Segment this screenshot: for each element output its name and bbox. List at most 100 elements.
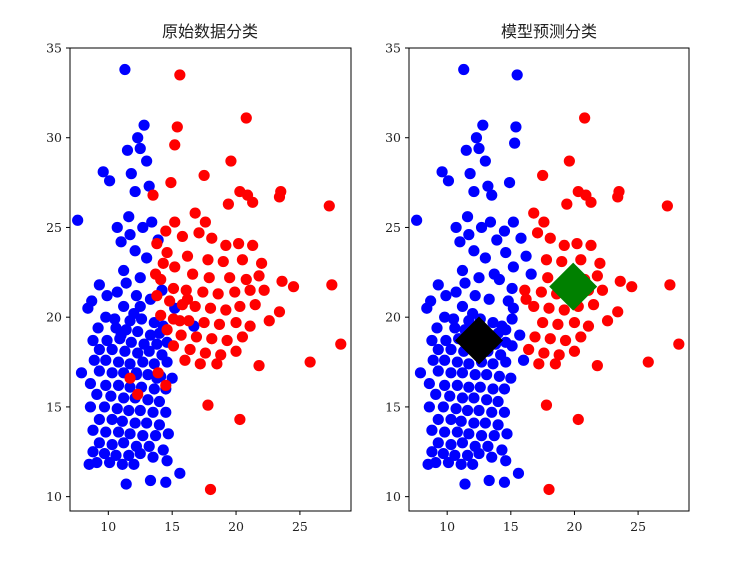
data-point [161,246,173,259]
data-point [220,304,232,316]
data-point [451,426,463,438]
data-point [151,290,163,302]
data-point [166,372,178,384]
data-point [459,478,471,490]
data-point [335,338,347,350]
data-point [253,360,265,372]
data-point [439,426,451,438]
data-point [169,139,181,151]
data-point [515,232,527,244]
data-point [84,377,97,390]
data-point [587,299,600,311]
data-point [427,354,439,366]
data-point [594,257,606,269]
data-point [112,426,125,438]
data-point [461,211,474,223]
data-point [500,324,512,336]
data-point [123,404,135,417]
data-point [559,334,572,347]
data-point [558,304,570,316]
data-point [451,356,463,368]
data-point [144,474,157,487]
data-point [247,196,259,208]
data-point [103,175,116,187]
data-point [500,455,512,467]
data-point [461,449,474,461]
data-point [454,236,466,248]
data-point [540,254,553,266]
data-point [475,221,488,234]
data-point [612,306,624,318]
data-point [160,225,172,237]
x-tick-label: 25 [292,519,308,534]
data-point [234,413,246,426]
data-point [456,264,469,277]
data-point [240,112,252,124]
data-point [498,383,511,395]
data-point [426,446,438,458]
data-point [575,254,587,266]
data-point [212,288,224,300]
data-point [533,358,545,370]
data-point [463,229,475,241]
data-point [461,404,474,417]
y-tick-label: 30 [385,130,401,145]
data-point [206,232,218,244]
data-point [161,455,173,467]
data-point [540,399,553,411]
data-point [287,281,300,293]
data-point [488,430,500,442]
data-point [220,239,232,252]
data-point [174,69,186,81]
data-point [137,221,149,234]
data-point [430,388,442,400]
data-point [468,185,480,198]
data-point [175,329,187,341]
data-point [121,144,134,156]
data-point [479,155,491,167]
scatter-points [72,63,347,496]
data-point [138,119,150,131]
data-point [84,401,97,413]
data-point [591,360,603,372]
data-point [148,383,160,395]
data-point [552,318,564,330]
data-point [525,268,537,280]
data-point [479,252,491,264]
data-point [100,426,112,438]
data-point [455,415,467,427]
data-point [119,345,131,357]
data-point [147,406,159,418]
data-point [197,286,209,298]
data-point [230,316,242,329]
data-point [174,467,186,479]
data-point [144,329,157,341]
data-point [450,286,462,298]
data-point [326,279,338,291]
data-point [134,300,146,313]
data-point [469,290,481,302]
x-axis: 10 15 20 25 [439,511,646,534]
data-point [132,388,144,400]
data-point [486,406,498,418]
data-point [473,142,485,155]
data-point [75,367,88,379]
data-point [87,424,99,436]
data-point [411,214,423,226]
data-point [198,316,210,329]
data-point [258,284,270,296]
data-point [275,185,287,198]
data-point [199,347,211,359]
x-tick-label: 15 [503,519,519,534]
data-point [512,467,525,479]
data-point [486,189,498,201]
data-point [470,132,483,144]
data-point [203,272,215,284]
data-point [153,395,166,408]
data-point [439,379,451,391]
data-point [449,449,461,461]
data-point [450,221,462,234]
data-point [440,334,452,347]
data-point [87,446,99,458]
data-point [542,272,554,284]
